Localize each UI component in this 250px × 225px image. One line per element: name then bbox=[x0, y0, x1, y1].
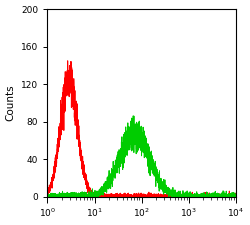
Y-axis label: Counts: Counts bbox=[6, 85, 16, 121]
